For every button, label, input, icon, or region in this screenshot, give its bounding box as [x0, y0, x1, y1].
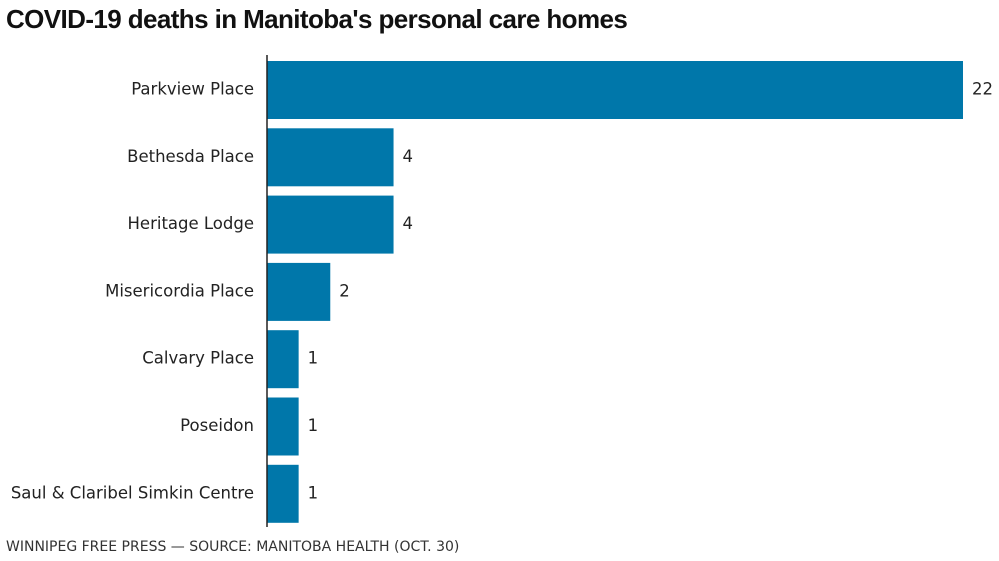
- category-label: Saul & Claribel Simkin Centre: [11, 483, 254, 502]
- source-credit: WINNIPEG FREE PRESS — SOURCE: MANITOBA H…: [6, 539, 460, 555]
- bar: [267, 195, 394, 254]
- bar: [267, 397, 299, 456]
- bars-layer: Parkview Place 22 Bethesda Place 4 Heritage …: [11, 61, 993, 523]
- bar: [267, 61, 963, 119]
- chart-title: COVID-19 deaths in Manitoba's personal c…: [6, 4, 628, 34]
- value-label: 1: [308, 416, 319, 435]
- value-label: 2: [339, 281, 350, 300]
- value-label: 22: [972, 80, 993, 99]
- value-label: 4: [403, 214, 414, 233]
- bar: [267, 128, 394, 187]
- bar: [267, 330, 299, 389]
- value-label: 4: [403, 147, 414, 166]
- category-label: Misericordia Place: [105, 281, 254, 300]
- value-label: 1: [308, 349, 319, 368]
- category-label: Calvary Place: [142, 349, 254, 368]
- category-label: Heritage Lodge: [128, 214, 254, 233]
- category-label: Parkview Place: [131, 80, 254, 99]
- bar: [267, 262, 331, 321]
- value-label: 1: [308, 483, 319, 502]
- category-label: Bethesda Place: [127, 147, 254, 166]
- bar: [267, 464, 299, 523]
- category-label: Poseidon: [180, 416, 254, 435]
